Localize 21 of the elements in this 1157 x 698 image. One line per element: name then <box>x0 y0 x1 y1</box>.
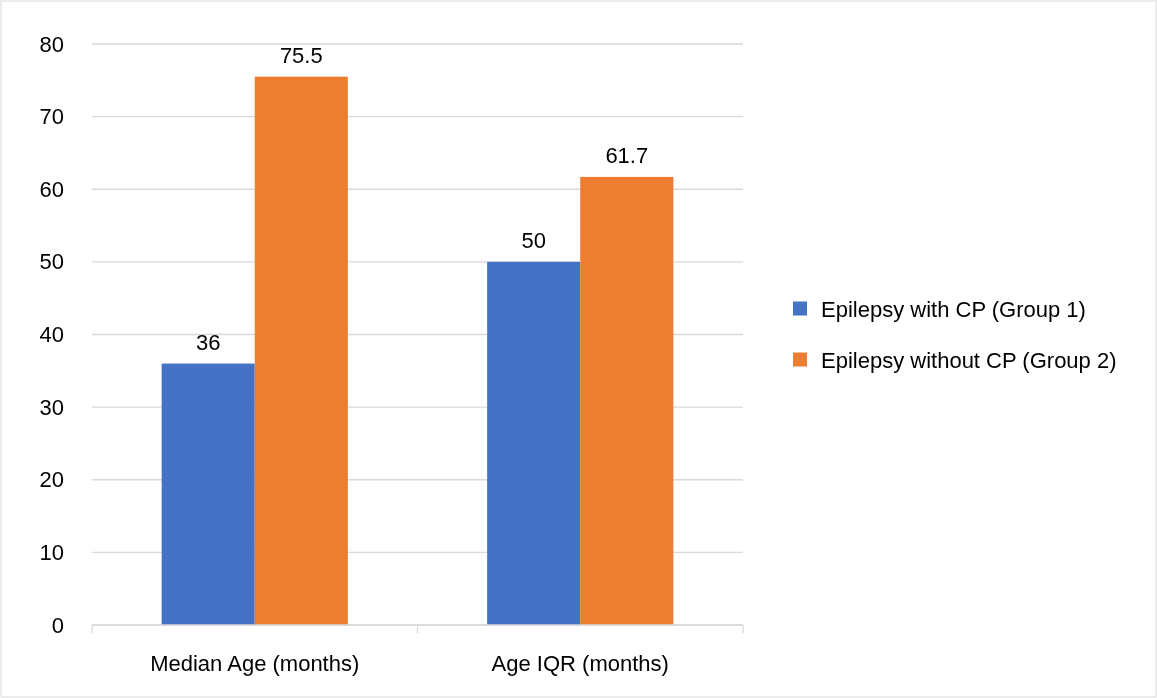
legend-label: Epilepsy with CP (Group 1) <box>821 296 1086 322</box>
data-label: 36 <box>195 329 221 355</box>
y-tick-label: 0 <box>51 612 64 638</box>
bar <box>487 261 581 625</box>
bar <box>161 363 255 625</box>
bar <box>254 76 348 625</box>
y-tick-label: 80 <box>39 31 64 57</box>
legend-label: Epilepsy without CP (Group 2) <box>821 347 1117 373</box>
x-tick-label: Age IQR (months) <box>491 651 669 676</box>
y-tick-label: 10 <box>39 539 64 565</box>
bar <box>580 176 674 625</box>
y-tick-label: 70 <box>39 104 64 130</box>
y-tick-label: 30 <box>39 394 64 420</box>
y-tick-label: 50 <box>39 249 64 275</box>
data-label: 50 <box>521 227 546 253</box>
y-tick-label: 20 <box>39 467 64 493</box>
data-label: 61.7 <box>605 142 649 168</box>
y-tick-label: 40 <box>39 322 64 348</box>
x-tick-label: Median Age (months) <box>150 651 360 676</box>
data-label: 75.5 <box>279 42 323 68</box>
y-tick-label: 60 <box>39 176 64 202</box>
